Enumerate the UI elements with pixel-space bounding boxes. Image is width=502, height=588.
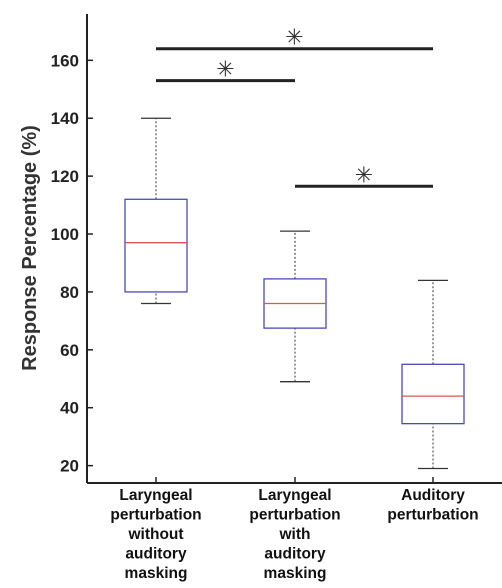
category-label-line: Laryngeal [119, 487, 192, 504]
category-label-line: Laryngeal [258, 487, 331, 504]
box-2 [263, 230, 327, 383]
significance-star-1: ✳ [285, 26, 303, 51]
category-labels: Laryngeal perturbation without auditory mask… [110, 487, 478, 582]
significance-brackets: ✳ ✳ ✳ [156, 26, 433, 188]
y-tick-label: 100 [51, 225, 79, 244]
category-label-1: Laryngeal perturbation without auditory mask… [110, 487, 201, 582]
y-tick-label: 120 [51, 167, 79, 186]
category-label-line: auditory [264, 546, 326, 563]
y-axis-label: Response Percentage (%) [19, 125, 41, 371]
category-label-line: masking [264, 565, 327, 582]
y-tick-label: 40 [60, 399, 79, 418]
box-1 [124, 117, 188, 305]
y-tick-label: 140 [51, 109, 79, 128]
category-label-line: with [279, 526, 311, 543]
box-3 [401, 279, 465, 470]
y-tick-label: 20 [60, 457, 79, 476]
y-tick-label: 80 [60, 283, 79, 302]
category-label-line: Auditory [401, 487, 465, 504]
category-label-line: masking [125, 565, 188, 582]
iqr-box [401, 363, 465, 425]
category-label-3: Auditory perturbation [387, 487, 478, 524]
y-tick-label: 60 [60, 341, 79, 360]
category-label-line: perturbation [110, 507, 201, 524]
category-label-line: perturbation [387, 507, 478, 524]
boxes [124, 117, 465, 470]
category-label-line: perturbation [249, 507, 340, 524]
iqr-box [124, 198, 188, 293]
category-label-line: without [127, 526, 183, 543]
y-tick-label: 160 [51, 51, 79, 70]
significance-star-3: ✳ [355, 163, 373, 188]
y-ticks: 20 40 60 80 100 120 140 160 [51, 51, 434, 483]
significance-star-2: ✳ [216, 58, 234, 83]
category-label-line: auditory [125, 546, 187, 563]
category-label-2: Laryngeal perturbation with auditory masking [249, 487, 340, 582]
